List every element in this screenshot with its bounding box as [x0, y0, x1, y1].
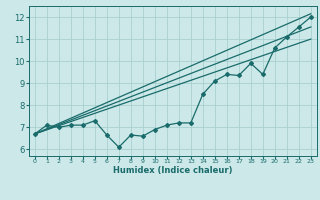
X-axis label: Humidex (Indice chaleur): Humidex (Indice chaleur) — [113, 166, 233, 175]
